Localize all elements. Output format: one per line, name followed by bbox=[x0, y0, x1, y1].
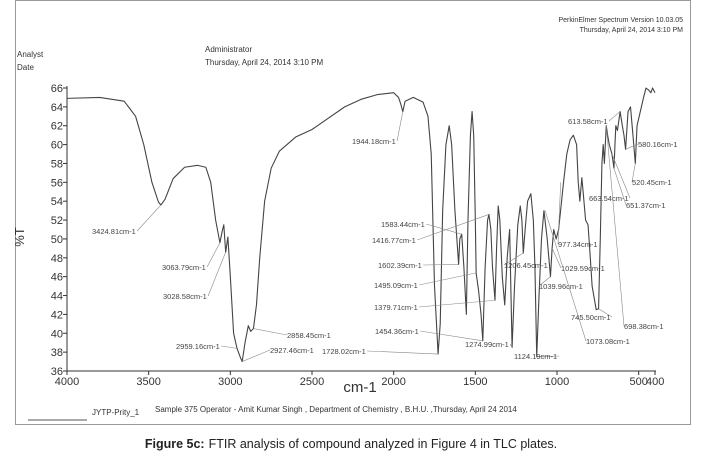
peak-label: 1206.45cm-1 bbox=[504, 261, 548, 270]
spectrum-line bbox=[66, 87, 656, 363]
y-tick-label: 40 bbox=[51, 328, 63, 340]
peak-leader bbox=[544, 210, 587, 342]
peak-leader bbox=[221, 345, 238, 349]
peak-leader bbox=[367, 350, 439, 355]
peak-label: 1728.02cm-1 bbox=[322, 347, 366, 356]
peak-leader bbox=[242, 349, 271, 362]
caption: Figure 5c: FTIR analysis of compound anal… bbox=[145, 437, 557, 451]
peak-leader bbox=[423, 264, 459, 266]
peak-leader bbox=[611, 153, 631, 199]
peak-label: 663.54cm-1 bbox=[589, 194, 629, 203]
peak-label: 3063.79cm-1 bbox=[162, 263, 206, 272]
caption-label: Figure 5c: bbox=[145, 437, 205, 451]
frame bbox=[15, 0, 691, 425]
peak-leader bbox=[551, 248, 562, 269]
peak-leader bbox=[420, 330, 483, 342]
x-tick-label: 4000 bbox=[55, 376, 79, 388]
peak-label: 1495.09cm-1 bbox=[374, 281, 418, 290]
analyst-label: Analyst bbox=[17, 50, 44, 59]
y-tick-label: 52 bbox=[51, 215, 63, 227]
footer: Sample 375 Operator - Amit Kumar Singh ,… bbox=[155, 405, 517, 414]
peak-leader bbox=[598, 308, 613, 318]
y-tick-label: 38 bbox=[51, 347, 63, 359]
peak-leader bbox=[613, 168, 627, 206]
peak-label: 1944.18cm-1 bbox=[352, 137, 396, 146]
peak-leader bbox=[206, 242, 221, 268]
peak-label: 745.50cm-1 bbox=[571, 313, 611, 322]
date-label: Date bbox=[17, 63, 34, 72]
x-tick-label: 500 bbox=[629, 376, 647, 388]
peak-label: 613.58cm-1 bbox=[568, 117, 608, 126]
peak-leader bbox=[608, 111, 621, 122]
x-tick-label: 3000 bbox=[218, 376, 242, 388]
peak-label: 1583.44cm-1 bbox=[381, 220, 425, 229]
peak-leader bbox=[253, 328, 288, 336]
x-tick-label: 1000 bbox=[545, 376, 569, 388]
peak-label: 1274.99cm-1 bbox=[465, 340, 509, 349]
y-tick-label: 64 bbox=[51, 102, 63, 114]
peak-leader bbox=[426, 223, 462, 235]
x-tick-label: 1500 bbox=[463, 376, 487, 388]
footer-id: JYTP-Prity_1 bbox=[92, 408, 140, 417]
peak-label: 2959.16cm-1 bbox=[176, 342, 220, 351]
peak-label: 698.38cm-1 bbox=[624, 322, 664, 331]
peak-label: 651.37cm-1 bbox=[626, 201, 666, 210]
y-tick-label: 48 bbox=[51, 253, 63, 265]
analyst: Administrator bbox=[205, 45, 252, 54]
peak-leader bbox=[419, 272, 477, 286]
software-date: Thursday, April 24, 2014 3:10 PM bbox=[580, 27, 684, 34]
peak-label: 2927.46cm-1 bbox=[270, 346, 314, 355]
peak-label: 1454.36cm-1 bbox=[375, 327, 419, 336]
y-tick-label: 46 bbox=[51, 272, 63, 284]
y-tick-label: 54 bbox=[51, 196, 63, 208]
y-axis-label: %T bbox=[12, 227, 27, 247]
peak-leader bbox=[538, 276, 551, 287]
peak-leader bbox=[503, 252, 524, 266]
peak-label: 1039.96cm-1 bbox=[539, 282, 583, 291]
peak-leader bbox=[419, 299, 496, 308]
peak-leader bbox=[396, 111, 404, 142]
date: Thursday, April 24, 2014 3:10 PM bbox=[205, 58, 323, 67]
x-tick-label: 2500 bbox=[300, 376, 324, 388]
y-tick-label: 60 bbox=[51, 140, 63, 152]
peak-label: 1073.08cm-1 bbox=[586, 337, 630, 346]
peak-label: 520.45cm-1 bbox=[632, 178, 672, 187]
peak-label: 1602.39cm-1 bbox=[378, 261, 422, 270]
peak-leader bbox=[631, 163, 636, 183]
peak-leader bbox=[416, 214, 490, 241]
y-tick-label: 50 bbox=[51, 234, 63, 246]
y-tick-label: 36 bbox=[51, 366, 63, 378]
peak-leader bbox=[136, 204, 162, 232]
software: PerkinElmer Spectrum Version 10.03.05 bbox=[558, 17, 683, 24]
peak-label: 3424.81cm-1 bbox=[92, 227, 136, 236]
x-axis-label: cm-1 bbox=[343, 379, 376, 396]
caption-text: FTIR analysis of compound analyzed in Fi… bbox=[209, 437, 558, 451]
y-tick-label: 66 bbox=[51, 83, 63, 95]
y-tick-label: 56 bbox=[51, 177, 63, 189]
x-tick-label: 3500 bbox=[136, 376, 160, 388]
x-tick-label: 400 bbox=[646, 376, 664, 388]
peak-label: 1416.77cm-1 bbox=[372, 236, 416, 245]
y-tick-label: 44 bbox=[51, 291, 63, 303]
peak-label: 1124.19cm-1 bbox=[514, 352, 557, 361]
peak-leader bbox=[207, 252, 226, 297]
peak-label: 1029.59cm-1 bbox=[561, 264, 605, 273]
peak-leader bbox=[557, 182, 562, 245]
peak-leader bbox=[536, 355, 560, 358]
peak-leader bbox=[625, 143, 639, 150]
y-tick-label: 62 bbox=[51, 121, 63, 133]
peak-leader bbox=[605, 125, 625, 327]
peak-leader bbox=[509, 343, 513, 348]
peak-label: 3028.58cm-1 bbox=[163, 292, 207, 301]
peak-label: 1379.71cm-1 bbox=[374, 303, 418, 312]
y-tick-label: 58 bbox=[51, 158, 63, 170]
peak-label: 2858.45cm-1 bbox=[287, 331, 331, 340]
peak-label: 977.34cm-1 bbox=[558, 240, 598, 249]
y-tick-label: 42 bbox=[51, 309, 63, 321]
peak-label: 580.16cm-1 bbox=[638, 140, 678, 149]
x-tick-label: 2000 bbox=[381, 376, 405, 388]
